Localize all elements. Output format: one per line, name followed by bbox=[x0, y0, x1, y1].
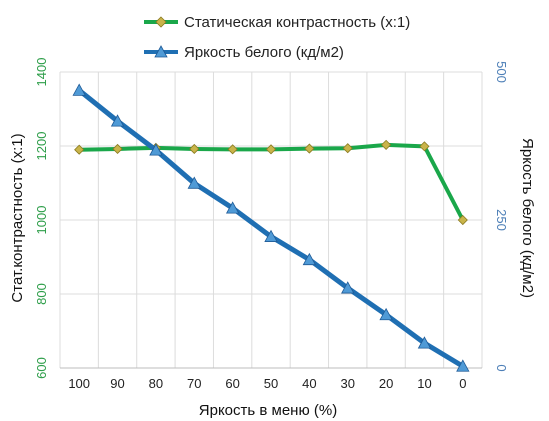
data-point-triangle bbox=[456, 359, 470, 372]
data-point-triangle bbox=[341, 281, 355, 294]
legend-marker-brightness bbox=[154, 45, 168, 58]
legend-label-brightness: Яркость белого (кд/м2) bbox=[184, 44, 344, 61]
y-axis-left-title: Стат.контрастность (x:1) bbox=[9, 133, 26, 302]
y-left-tick-label: 600 bbox=[34, 357, 49, 379]
y-left-tick-label: 1400 bbox=[34, 58, 49, 87]
data-point-triangle bbox=[187, 176, 201, 189]
data-point-triangle bbox=[417, 336, 432, 349]
y-left-tick-label: 1200 bbox=[34, 132, 49, 161]
data-point-diamond bbox=[419, 141, 430, 152]
legend-marker-contrast bbox=[155, 16, 167, 28]
data-point-triangle bbox=[225, 201, 240, 214]
x-tick-label: 0 bbox=[459, 376, 466, 391]
data-point-diamond bbox=[304, 143, 315, 154]
series-contrast bbox=[74, 139, 468, 226]
y-axis-right-title: Яркость белого (кд/м2) bbox=[519, 138, 536, 298]
data-point-diamond bbox=[227, 144, 238, 155]
data-point-diamond bbox=[265, 144, 277, 155]
legend-item-brightness: Яркость белого (кд/м2) bbox=[144, 44, 344, 61]
x-tick-label: 20 bbox=[379, 376, 393, 391]
data-point-diamond bbox=[342, 143, 353, 154]
legend-label-contrast: Статическая контрастность (x:1) bbox=[184, 14, 410, 31]
y-right-tick-label: 0 bbox=[494, 364, 509, 371]
legend: Статическая контрастность (x:1) Яркость … bbox=[144, 14, 410, 61]
data-point-diamond bbox=[457, 214, 468, 226]
data-point-triangle bbox=[379, 307, 393, 321]
x-axis-title: Яркость в меню (%) bbox=[199, 402, 337, 419]
x-tick-label: 70 bbox=[187, 376, 201, 391]
x-tick-label: 80 bbox=[149, 376, 163, 391]
data-point-triangle bbox=[264, 229, 278, 242]
series-layer bbox=[72, 83, 470, 372]
data-point-triangle bbox=[110, 114, 125, 127]
x-tick-label: 60 bbox=[225, 376, 239, 391]
data-point-diamond bbox=[381, 139, 392, 150]
legend-item-contrast: Статическая контрастность (x:1) bbox=[144, 14, 410, 31]
x-tick-label: 90 bbox=[110, 376, 124, 391]
data-point-diamond bbox=[189, 143, 200, 155]
data-point-triangle bbox=[149, 143, 163, 156]
series-brightness bbox=[72, 83, 470, 372]
x-tick-label: 100 bbox=[68, 376, 90, 391]
x-tick-label: 10 bbox=[417, 376, 431, 391]
data-point-diamond bbox=[112, 143, 123, 155]
y-right-tick-label: 250 bbox=[494, 209, 509, 231]
data-point-diamond bbox=[74, 144, 85, 155]
y-left-tick-label: 800 bbox=[34, 283, 49, 305]
x-tick-label: 30 bbox=[340, 376, 354, 391]
y-right-tick-label: 500 bbox=[494, 61, 509, 83]
data-point-triangle bbox=[72, 83, 86, 96]
x-tick-label: 40 bbox=[302, 376, 316, 391]
data-point-triangle bbox=[302, 252, 317, 266]
x-tick-label: 50 bbox=[264, 376, 278, 391]
grid bbox=[59, 71, 483, 369]
y-left-tick-label: 1000 bbox=[34, 206, 49, 235]
